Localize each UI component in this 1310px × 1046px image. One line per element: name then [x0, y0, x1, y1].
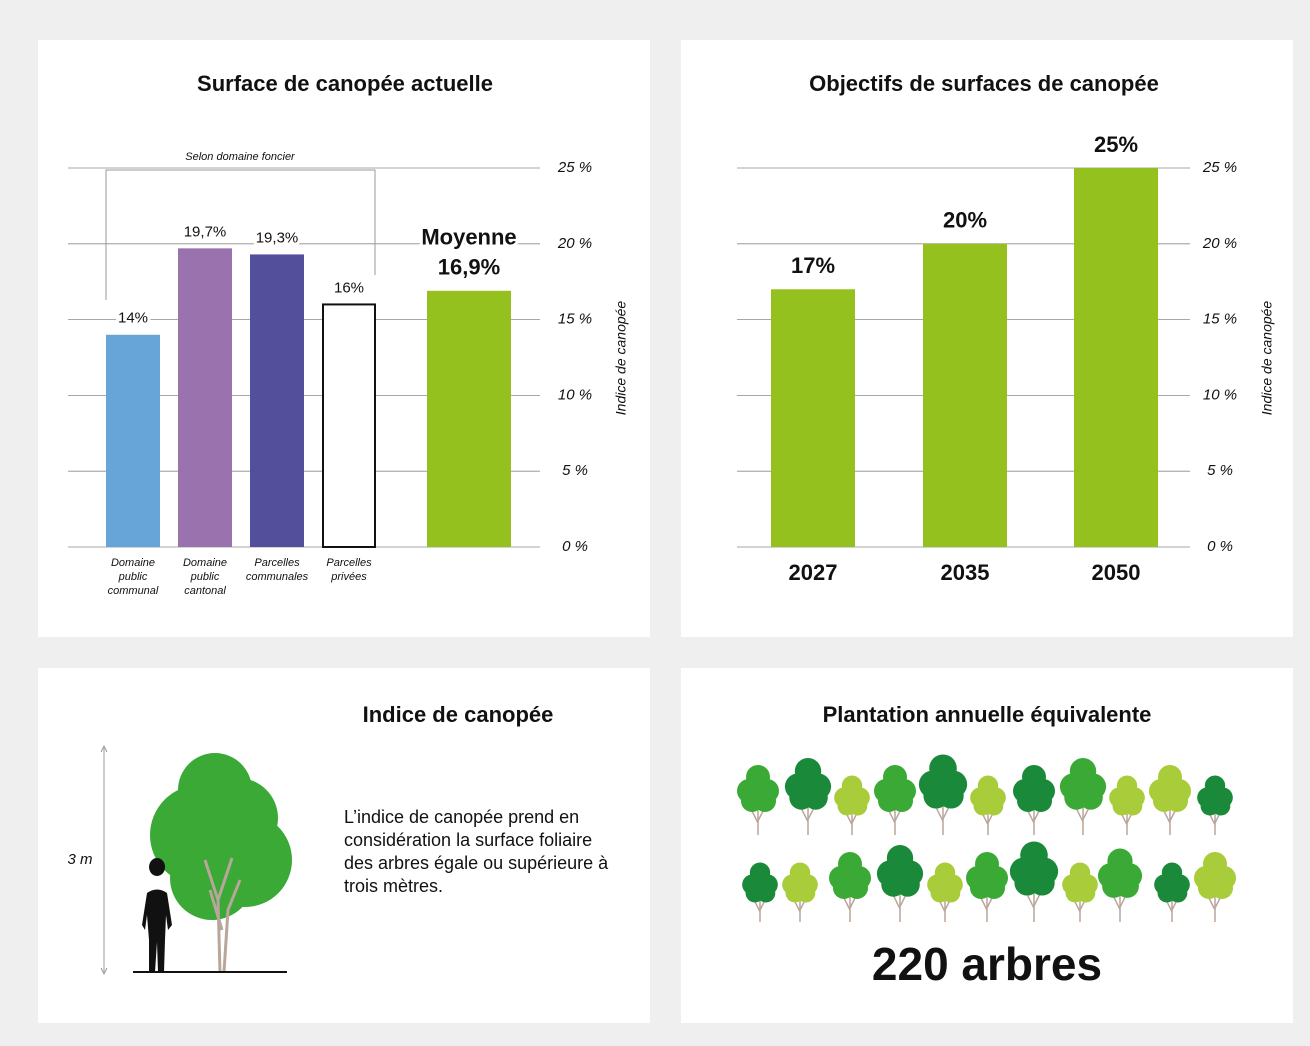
bar	[1074, 168, 1158, 547]
y-axis-label: Indice de canopée	[1259, 301, 1275, 416]
page: Surface de canopée actuelle Objectifs de…	[0, 0, 1310, 1046]
leaf	[797, 884, 816, 903]
leaf	[1030, 790, 1052, 812]
leaf	[1116, 875, 1139, 898]
value-label: 17%	[791, 253, 835, 278]
leaf	[1079, 786, 1103, 810]
y-tick-label: 0 %	[562, 538, 588, 555]
leaf	[846, 877, 868, 899]
value-label: 19,3%	[256, 229, 299, 246]
y-tick-label: 0 %	[1207, 538, 1233, 555]
y-tick-label: 10 %	[558, 386, 592, 403]
x-tick-label: Parcelles privées	[326, 556, 371, 584]
annotation: Selon domaine foncier	[185, 151, 296, 163]
description: L’indice de canopée prend en considérati…	[344, 806, 609, 898]
leaf	[896, 873, 920, 897]
leaf	[942, 884, 961, 903]
leaf	[1211, 877, 1233, 899]
bar	[427, 291, 511, 547]
bar	[250, 254, 304, 547]
bar	[323, 304, 375, 547]
value-label: 16%	[334, 279, 364, 296]
chart-title: Objectifs de surfaces de canopée	[809, 71, 1159, 96]
x-tick-label: Domaine public communal	[108, 556, 159, 598]
y-tick-label: 25 %	[557, 159, 592, 176]
y-tick-label: 25 %	[1202, 159, 1237, 176]
leaf	[1169, 884, 1188, 903]
y-tick-label: 20 %	[1202, 235, 1237, 252]
leaf	[1212, 797, 1231, 816]
leaf	[1166, 790, 1188, 812]
leaf	[1124, 797, 1143, 816]
leaf	[985, 797, 1004, 816]
leaf	[849, 797, 868, 816]
leaf	[804, 786, 828, 810]
bar	[106, 335, 160, 547]
panel-title: Indice de canopée	[363, 702, 554, 727]
bar	[771, 289, 855, 547]
leaf	[891, 790, 913, 812]
leaf	[938, 783, 963, 808]
y-tick-label: 5 %	[1207, 462, 1233, 479]
leaf	[754, 790, 776, 812]
panel-title: Plantation annuelle équivalente	[823, 702, 1152, 727]
tree-total: 220 arbres	[872, 938, 1102, 990]
y-tick-label: 15 %	[1203, 311, 1237, 328]
y-tick-label: 5 %	[562, 462, 588, 479]
leaf	[1077, 884, 1096, 903]
x-tick-label: 2050	[1092, 560, 1141, 586]
y-axis-label: Indice de canopée	[613, 301, 629, 416]
leaf	[1029, 870, 1054, 895]
bar	[178, 248, 232, 547]
chart-title: Surface de canopée actuelle	[197, 71, 493, 96]
bar	[923, 244, 1007, 547]
x-tick-label: 2027	[789, 560, 838, 586]
leaf	[757, 884, 776, 903]
leaf	[983, 877, 1005, 899]
highlight-label: Moyenne	[421, 225, 516, 250]
value-label: 19,7%	[184, 223, 227, 240]
value-label: 14%	[118, 310, 148, 327]
value-label: 20%	[943, 208, 987, 233]
x-tick-label: Parcelles communales	[246, 556, 308, 584]
infographic: Surface de canopée actuelle Objectifs de…	[0, 0, 1310, 1046]
y-tick-label: 10 %	[1203, 386, 1237, 403]
x-tick-label: Domaine public cantonal	[183, 556, 227, 598]
value-label: 16,9%	[438, 255, 500, 280]
x-tick-label: 2035	[941, 560, 990, 586]
height-label: 3 m	[67, 851, 92, 868]
y-tick-label: 20 %	[557, 235, 592, 252]
value-label: 25%	[1094, 132, 1138, 157]
y-tick-label: 15 %	[558, 311, 592, 328]
